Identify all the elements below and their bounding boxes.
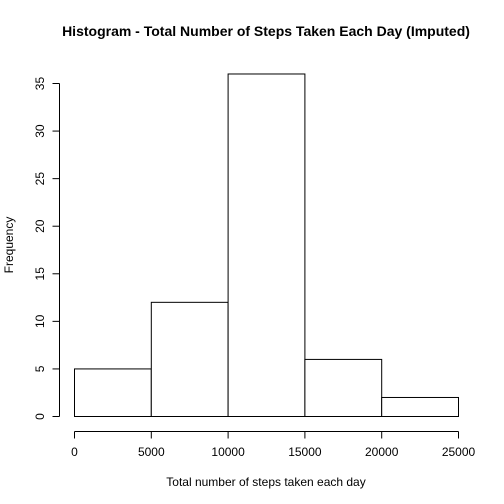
histogram-bar-2: [227, 73, 306, 417]
y-tick-label: 30: [33, 124, 47, 138]
x-tick-label: 20000: [365, 445, 399, 459]
histogram-bar-1: [150, 301, 229, 418]
y-tick-label: 35: [33, 77, 47, 91]
y-tick-label: 25: [33, 172, 47, 186]
y-tick-label: 5: [33, 365, 47, 372]
y-tick-label: 20: [33, 219, 47, 233]
bars-group: [74, 73, 460, 418]
x-axis: 0 5000 10000 15000 20000 25000: [71, 431, 476, 459]
y-tick-label: 15: [33, 267, 47, 281]
x-axis-label: Total number of steps taken each day: [166, 475, 365, 489]
histogram-bar-3: [304, 358, 383, 417]
histogram-bar-4: [381, 396, 460, 418]
y-tick-label: 0: [33, 413, 47, 420]
histogram-bar-0: [74, 368, 152, 417]
y-axis-label: Frequency: [2, 217, 16, 274]
chart-title: Histogram - Total Number of Steps Taken …: [62, 23, 470, 39]
y-axis: 0 5 10 15 20 25 30 35: [33, 77, 60, 420]
x-tick-label: 25000: [442, 445, 476, 459]
x-tick-label: 10000: [211, 445, 245, 459]
x-tick-label: 15000: [288, 445, 322, 459]
x-tick-label: 5000: [138, 445, 165, 459]
y-tick-label: 10: [33, 314, 47, 328]
x-tick-label: 0: [71, 445, 78, 459]
